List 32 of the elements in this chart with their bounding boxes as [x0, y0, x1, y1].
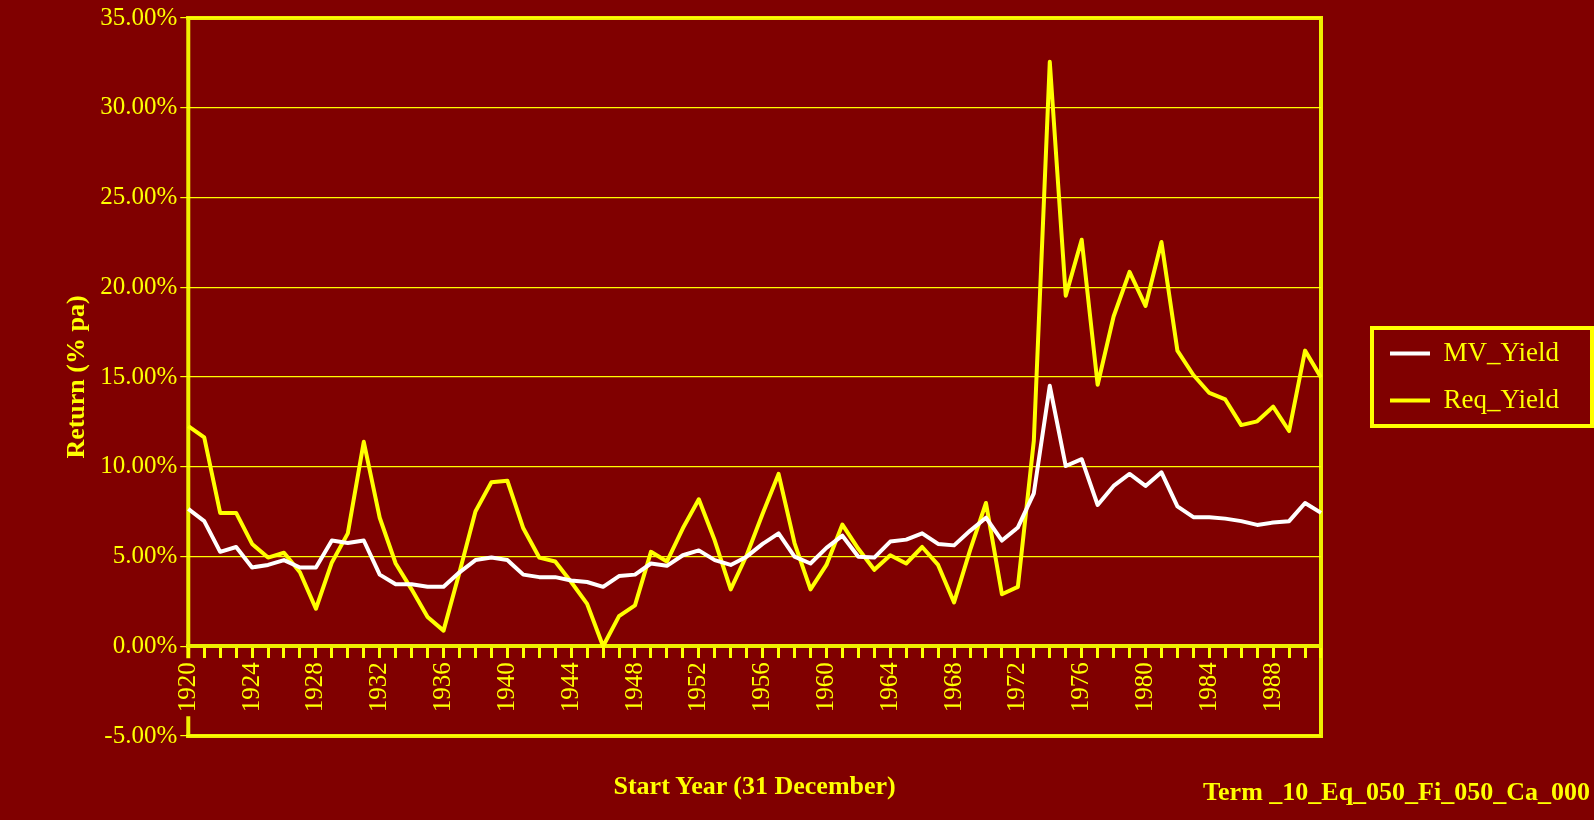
y-tick-label: 20.00%: [100, 271, 178, 299]
x-tick-label: 1952: [683, 662, 711, 713]
y-axis-title: Return (% pa): [61, 295, 91, 459]
x-tick-label: 1980: [1130, 662, 1158, 713]
x-tick-label: 1940: [491, 662, 519, 713]
x-tick-label: 1920: [172, 662, 200, 713]
x-tick-label: 1984: [1193, 661, 1221, 713]
y-tick-label: 25.00%: [100, 182, 178, 210]
x-tick-label: 1976: [1066, 662, 1094, 713]
x-tick-label: 1964: [874, 661, 902, 713]
legend-label: Req_Yield: [1443, 383, 1560, 414]
y-tick-label: -5.00%: [104, 720, 178, 748]
x-tick-label: 1944: [555, 661, 583, 713]
x-tick-label: 1948: [619, 662, 647, 713]
y-tick-label: 35.00%: [100, 2, 178, 30]
x-tick-label: 1936: [428, 662, 456, 713]
y-tick-label: 15.00%: [100, 361, 178, 389]
x-tick-label: 1928: [300, 662, 328, 713]
x-tick-label: 1932: [364, 662, 392, 713]
y-tick-label: 30.00%: [100, 92, 178, 120]
y-tick-label: 10.00%: [100, 451, 178, 479]
y-tick-label: 5.00%: [112, 541, 178, 569]
x-tick-label: 1924: [236, 661, 264, 713]
x-tick-label: 1960: [810, 662, 838, 713]
x-tick-label: 1972: [1002, 662, 1030, 713]
x-tick-label: 1956: [747, 662, 775, 713]
y-tick-label: 0.00%: [112, 630, 178, 658]
x-tick-label: 1968: [938, 662, 966, 713]
x-tick-label: 1988: [1257, 662, 1285, 713]
x-axis-title: Start Year (31 December): [613, 770, 896, 800]
legend-label: MV_Yield: [1443, 336, 1560, 367]
text: Term _10_Eq_050_Fi_050_Ca_000: [1203, 776, 1590, 806]
